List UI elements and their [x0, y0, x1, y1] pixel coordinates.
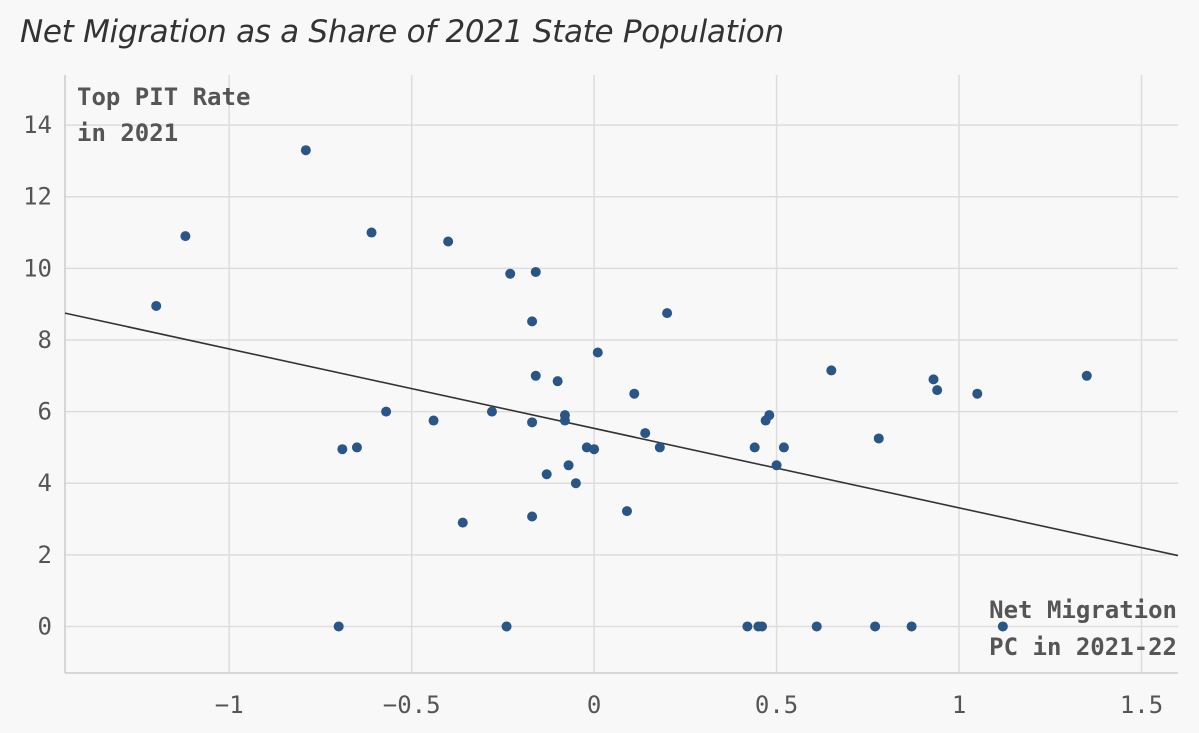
data-point [1081, 370, 1092, 381]
data-point [826, 365, 837, 376]
y-axis-title-line: in 2021 [77, 119, 178, 147]
y-tick-label: 2 [38, 541, 52, 569]
data-point [749, 442, 760, 453]
data-point [742, 621, 753, 632]
data-point [366, 227, 377, 238]
data-point [486, 406, 497, 417]
data-point [333, 621, 344, 632]
data-point [906, 621, 917, 632]
data-point [662, 308, 673, 319]
data-point [151, 300, 162, 311]
x-tick-label: 0 [587, 691, 601, 719]
data-point [180, 231, 191, 242]
y-tick-label: 0 [38, 612, 52, 640]
data-point [972, 388, 983, 399]
data-point [337, 444, 348, 455]
tick-labels: −1 −0.5 0 0.5 1 1.5 0 2 4 6 8 10 12 14 [23, 111, 1163, 719]
data-point [552, 376, 563, 387]
data-point [570, 478, 581, 489]
data-point [527, 511, 538, 522]
data-point [541, 469, 552, 480]
y-tick-label: 12 [23, 183, 52, 211]
axes [64, 75, 1178, 674]
y-tick-label: 6 [38, 398, 52, 426]
chart-title: Net Migration as a Share of 2021 State P… [20, 14, 784, 50]
y-tick-label: 8 [38, 326, 52, 354]
data-point [592, 347, 603, 358]
data-point [870, 621, 881, 632]
data-point [997, 621, 1008, 632]
data-point [530, 370, 541, 381]
x-tick-label: 1.5 [1120, 691, 1163, 719]
x-tick-label: 1 [952, 691, 966, 719]
data-point [563, 460, 574, 471]
x-tick-label: 0.5 [755, 691, 798, 719]
data-point [932, 385, 943, 396]
data-point [300, 145, 311, 156]
data-point [457, 517, 468, 528]
y-tick-label: 14 [23, 111, 52, 139]
data-point [443, 236, 454, 247]
y-tick-label: 10 [23, 254, 52, 282]
data-point [527, 417, 538, 428]
data-point [654, 442, 665, 453]
data-point [501, 621, 512, 632]
data-point [505, 268, 516, 279]
data-point [559, 415, 570, 426]
y-axis-title-line: Top PIT Rate [77, 83, 250, 111]
x-tick-label: −1 [215, 691, 244, 719]
trendline-group [64, 312, 1179, 557]
grid-lines [65, 75, 1178, 673]
data-point [640, 428, 651, 439]
data-point [778, 442, 789, 453]
y-tick-label: 4 [38, 469, 52, 497]
data-point [756, 621, 767, 632]
x-axis-title-line: Net Migration [989, 596, 1177, 624]
axis-titles: Top PIT Rate in 2021 Net Migration PC in 20… [77, 83, 1177, 661]
data-point [621, 506, 632, 517]
x-axis-title-line: PC in 2021-22 [989, 633, 1177, 661]
data-point [351, 442, 362, 453]
trendline [64, 312, 1179, 557]
data-point [428, 415, 439, 426]
data-point [589, 444, 600, 455]
data-point [381, 406, 392, 417]
data-point [629, 388, 640, 399]
data-point [530, 266, 541, 277]
data-point [527, 316, 538, 327]
data-points [151, 145, 1092, 632]
data-point [811, 621, 822, 632]
x-tick-label: −0.5 [383, 691, 441, 719]
data-point [764, 410, 775, 421]
data-point [928, 374, 939, 385]
data-point [873, 433, 884, 444]
data-point [771, 460, 782, 471]
